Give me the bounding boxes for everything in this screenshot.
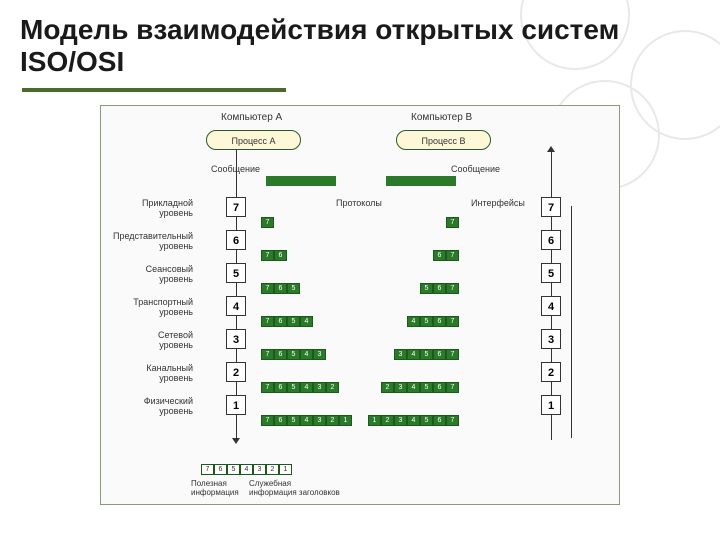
message-label-b: Сообщение <box>451 164 500 174</box>
legend-cell: 2 <box>266 464 279 475</box>
level-num-a: 2 <box>226 362 246 382</box>
label-computer-a: Компьютер A <box>221 112 282 123</box>
level-label: Представительный уровень <box>103 232 193 252</box>
legend-header-cells: 7654321 <box>201 464 292 475</box>
headers-a: 76 <box>261 250 287 261</box>
legend-service: Служебная информация заголовков <box>249 480 340 498</box>
protocols-label: Протоколы <box>336 198 382 208</box>
process-a-box: Процесс A <box>206 130 301 150</box>
level-num-a: 4 <box>226 296 246 316</box>
level-num-b: 6 <box>541 230 561 250</box>
headers-b: 567 <box>420 283 459 294</box>
level-label: Транспортный уровень <box>103 298 193 318</box>
legend-cell: 5 <box>227 464 240 475</box>
headers-b: 7 <box>446 217 459 228</box>
level-label: Сеансовый уровень <box>103 265 193 285</box>
headers-b: 67 <box>433 250 459 261</box>
headers-a: 765432 <box>261 382 339 393</box>
legend-cell: 3 <box>253 464 266 475</box>
osi-diagram: Компьютер A Компьютер B Процесс A Процес… <box>100 105 620 505</box>
label-computer-b: Компьютер B <box>411 112 472 123</box>
legend-cell: 6 <box>214 464 227 475</box>
headers-b: 34567 <box>394 349 459 360</box>
title-underline <box>22 88 286 92</box>
interfaces-label: Интерфейсы <box>471 198 525 208</box>
headers-a: 7654 <box>261 316 313 327</box>
level-label: Физический уровень <box>103 397 193 417</box>
level-num-a: 3 <box>226 329 246 349</box>
message-bar-a <box>266 176 336 186</box>
headers-a: 7 <box>261 217 274 228</box>
legend-row: 7654321 <box>201 464 231 474</box>
level-num-a: 5 <box>226 263 246 283</box>
arrow-tip-a <box>232 438 240 444</box>
process-b-box: Процесс B <box>396 130 491 150</box>
headers-b: 4567 <box>407 316 459 327</box>
page-title: Модель взаимодействия открытых систем IS… <box>20 14 720 78</box>
headers-b: 234567 <box>381 382 459 393</box>
level-num-b: 5 <box>541 263 561 283</box>
level-label: Прикладной уровень <box>103 199 193 219</box>
arrow-interfaces <box>571 206 572 438</box>
level-num-a: 7 <box>226 197 246 217</box>
headers-a: 7654321 <box>261 415 352 426</box>
level-label: Сетевой уровень <box>103 331 193 351</box>
level-num-b: 7 <box>541 197 561 217</box>
legend-cell: 1 <box>279 464 292 475</box>
level-num-b: 1 <box>541 395 561 415</box>
headers-a: 76543 <box>261 349 326 360</box>
legend-cell: 4 <box>240 464 253 475</box>
level-num-b: 4 <box>541 296 561 316</box>
message-bar-b <box>386 176 456 186</box>
arrow-tip-b <box>547 146 555 152</box>
level-num-a: 6 <box>226 230 246 250</box>
headers-a: 765 <box>261 283 300 294</box>
level-num-b: 2 <box>541 362 561 382</box>
headers-b: 1234567 <box>368 415 459 426</box>
legend-cell: 7 <box>201 464 214 475</box>
legend-useful: Полезная информация <box>191 480 239 498</box>
level-label: Канальный уровень <box>103 364 193 384</box>
level-num-b: 3 <box>541 329 561 349</box>
level-num-a: 1 <box>226 395 246 415</box>
